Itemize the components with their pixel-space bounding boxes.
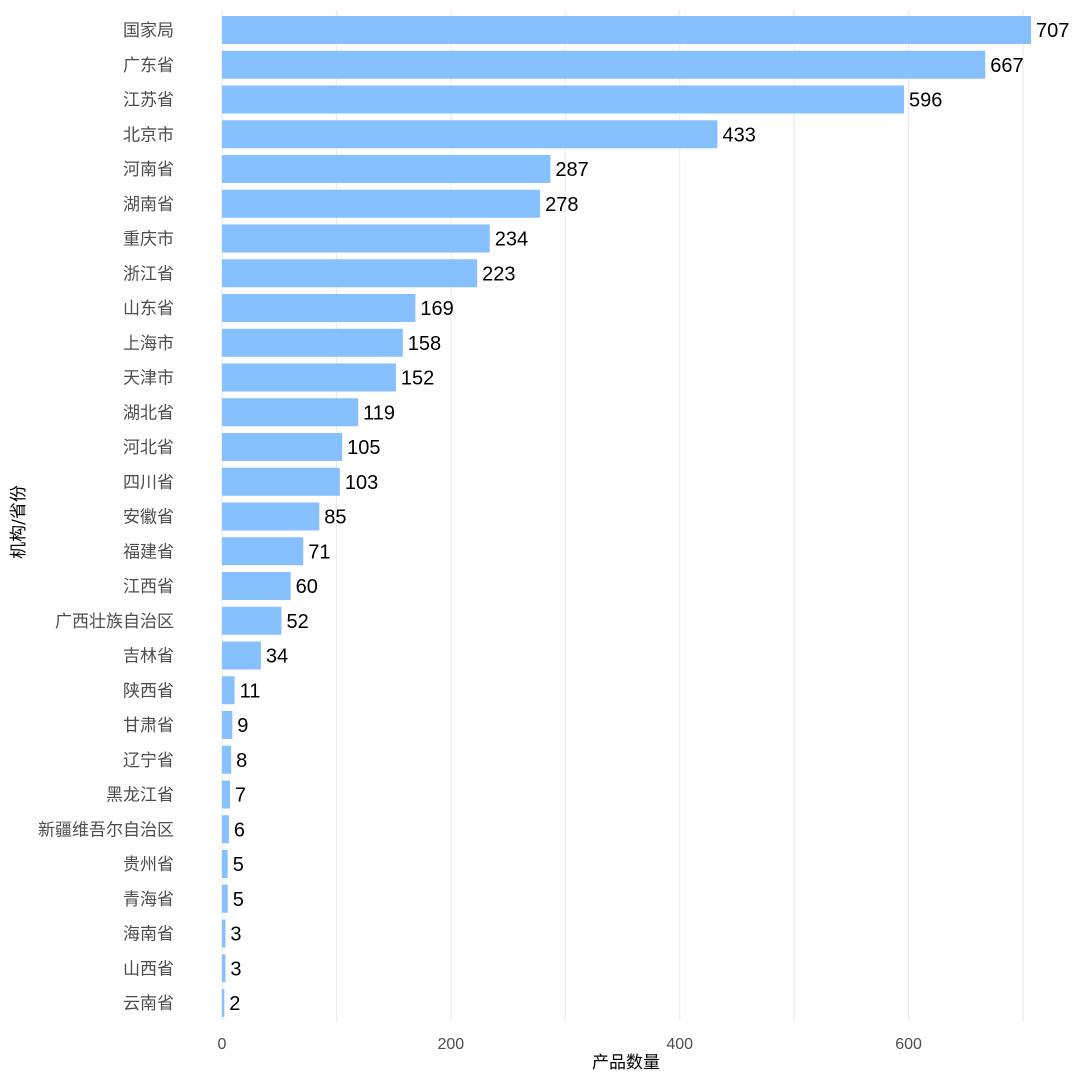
value-label-25: 5 [233, 889, 244, 911]
category-label-14: 安徽省 [123, 508, 174, 528]
x-axis-title: 产品数量 [592, 1053, 660, 1073]
y-axis-title: 机构/省份 [9, 485, 29, 559]
bar-10 [222, 363, 396, 392]
value-label-9: 158 [408, 333, 441, 355]
value-label-18: 34 [266, 646, 288, 668]
category-label-5: 湖南省 [123, 195, 174, 215]
category-label-1: 广东省 [123, 56, 174, 76]
bar-22 [222, 780, 231, 809]
category-label-23: 新疆维吾尔自治区 [38, 820, 174, 840]
bar-23 [222, 815, 229, 844]
category-label-15: 福建省 [123, 542, 174, 562]
value-label-21: 8 [236, 750, 247, 772]
value-label-14: 85 [324, 507, 346, 529]
value-label-24: 5 [233, 854, 244, 876]
bar-20 [222, 711, 233, 739]
category-label-13: 四川省 [123, 473, 174, 493]
bars [222, 16, 1031, 1017]
x-tick-label-200: 200 [438, 1036, 465, 1053]
category-label-3: 北京市 [123, 125, 174, 145]
value-label-26: 3 [230, 924, 241, 946]
bar-2 [222, 85, 904, 114]
bar-24 [222, 850, 228, 878]
value-label-20: 9 [237, 715, 248, 737]
bar-6 [222, 224, 490, 253]
category-labels: 国家局广东省江苏省北京市河南省湖南省重庆市浙江省山东省上海市天津市湖北省河北省四… [38, 21, 174, 1014]
bar-5 [222, 189, 541, 218]
category-label-2: 江苏省 [123, 91, 174, 111]
bar-12 [222, 433, 343, 461]
bar-28 [222, 989, 225, 1017]
x-tick-label-0: 0 [218, 1036, 227, 1053]
bar-26 [222, 919, 226, 948]
value-labels: 7076675964332872782342231691581521191051… [229, 20, 1069, 1015]
category-label-21: 辽宁省 [123, 751, 174, 771]
value-label-28: 2 [229, 993, 240, 1015]
bar-9 [222, 328, 403, 357]
category-label-12: 河北省 [123, 438, 174, 458]
bar-14 [222, 502, 320, 531]
value-label-10: 152 [401, 368, 434, 390]
value-label-5: 278 [545, 194, 578, 216]
value-label-16: 60 [296, 576, 318, 598]
value-label-1: 667 [990, 55, 1023, 77]
value-label-3: 433 [722, 124, 755, 146]
bar-17 [222, 606, 282, 635]
category-label-7: 浙江省 [123, 264, 174, 284]
bar-19 [222, 676, 235, 705]
category-label-27: 山西省 [123, 959, 174, 979]
bar-21 [222, 745, 232, 774]
value-label-13: 103 [345, 472, 378, 494]
value-label-12: 105 [347, 437, 380, 459]
bar-13 [222, 467, 340, 496]
category-label-11: 湖北省 [123, 403, 174, 423]
value-label-22: 7 [235, 785, 246, 807]
category-label-18: 吉林省 [123, 647, 174, 667]
category-label-26: 海南省 [123, 925, 174, 945]
value-label-6: 234 [495, 229, 528, 251]
value-label-4: 287 [555, 159, 588, 181]
value-label-8: 169 [420, 298, 453, 320]
category-label-22: 黑龙江省 [106, 786, 174, 806]
value-label-0: 707 [1036, 20, 1069, 42]
bar-1 [222, 50, 986, 79]
bar-7 [222, 259, 478, 288]
bar-3 [222, 120, 718, 149]
bar-8 [222, 294, 416, 322]
category-label-6: 重庆市 [123, 230, 174, 250]
value-label-2: 596 [909, 90, 942, 112]
category-label-0: 国家局 [123, 21, 174, 41]
bar-11 [222, 398, 359, 427]
category-label-9: 上海市 [123, 334, 174, 354]
value-label-17: 52 [287, 611, 309, 633]
category-label-28: 云南省 [123, 994, 174, 1014]
category-label-20: 甘肃省 [123, 716, 174, 736]
bar-25 [222, 884, 228, 913]
x-tick-labels: 0 200 400 600 [218, 1036, 922, 1053]
category-label-8: 山东省 [123, 299, 174, 319]
value-label-27: 3 [230, 958, 241, 980]
value-label-15: 71 [308, 541, 330, 563]
bar-0 [222, 16, 1031, 44]
category-label-17: 广西壮族自治区 [55, 612, 174, 632]
category-label-4: 河南省 [123, 160, 174, 180]
category-label-16: 江西省 [123, 577, 174, 597]
bar-15 [222, 537, 304, 566]
bar-16 [222, 572, 291, 600]
value-label-7: 223 [482, 263, 515, 285]
bar-18 [222, 641, 261, 670]
category-label-25: 青海省 [123, 890, 174, 910]
value-label-23: 6 [234, 819, 245, 841]
bar-27 [222, 954, 226, 983]
category-label-19: 陕西省 [123, 681, 174, 701]
category-label-10: 天津市 [123, 369, 174, 389]
x-tick-label-600: 600 [895, 1036, 922, 1053]
category-label-24: 贵州省 [123, 855, 174, 875]
value-label-19: 11 [240, 680, 261, 702]
value-label-11: 119 [363, 402, 395, 424]
x-tick-label-400: 400 [666, 1036, 693, 1053]
bar-4 [222, 155, 551, 183]
